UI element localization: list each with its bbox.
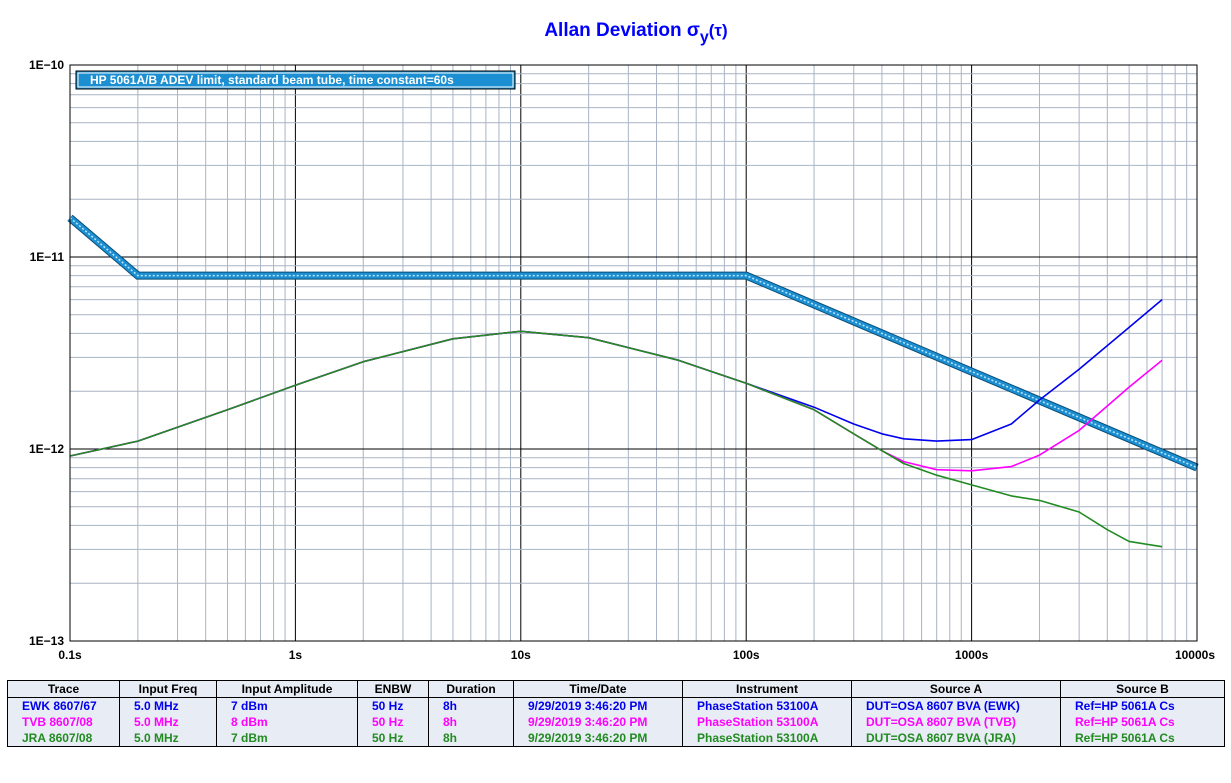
axis-tick-labels: 0.1s 1s 10s 100s 1000s 10000s 1E−10 1E−11 1E−12 1…: [29, 58, 1215, 662]
adev-chart: Allan Deviation σy(τ) 0.1s 1s 10s 100s 1000s…: [29, 20, 1215, 662]
table-cell: 8h: [428, 714, 514, 730]
table-cell: PhaseStation 53100A: [682, 730, 852, 747]
table-cell: JRA 8607/08: [7, 730, 120, 747]
chart-title-sub: y: [700, 29, 709, 46]
x-tick-label: 1000s: [955, 648, 989, 662]
table-row: EWK 8607/67 5.0 MHz 7 dBm 50 Hz 8h 9/29/2019 …: [7, 697, 1225, 714]
grid: [70, 65, 1197, 641]
header-enbw: ENBW: [357, 680, 429, 698]
limit-line-hatch: [69, 217, 1198, 469]
table-cell: 8h: [428, 730, 514, 747]
y-tick-label: 1E−12: [29, 442, 64, 456]
series-lines: [67, 214, 1199, 548]
table-cell: Ref=HP 5061A Cs: [1060, 730, 1225, 747]
table-cell: Ref=HP 5061A Cs: [1060, 697, 1225, 714]
x-tick-label: 10000s: [1175, 648, 1215, 662]
table-cell: PhaseStation 53100A: [682, 714, 852, 730]
table-cell: 50 Hz: [357, 714, 429, 730]
table-cell: 9/29/2019 3:46:20 PM: [513, 714, 683, 730]
table-cell: 9/29/2019 3:46:20 PM: [513, 697, 683, 714]
table-cell: 7 dBm: [216, 697, 358, 714]
table-cell: DUT=OSA 8607 BVA (TVB): [851, 714, 1061, 730]
legend-label: HP 5061A/B ADEV limit, standard beam tub…: [90, 73, 454, 87]
trace-table: Trace Input Freq Input Amplitude ENBW Du…: [7, 680, 1225, 747]
table-cell: 50 Hz: [357, 730, 429, 747]
x-tick-label: 100s: [733, 648, 760, 662]
series-line-ewk: [69, 298, 1163, 457]
header-duration: Duration: [428, 680, 514, 698]
header-time-date: Time/Date: [513, 680, 683, 698]
table-cell: 5.0 MHz: [119, 714, 217, 730]
y-tick-label: 1E−11: [30, 250, 65, 264]
table-row: TVB 8607/08 5.0 MHz 8 dBm 50 Hz 8h 9/29/2019 …: [7, 714, 1225, 730]
table-cell: 5.0 MHz: [119, 730, 217, 747]
legend-box: HP 5061A/B ADEV limit, standard beam tub…: [75, 70, 516, 90]
table-cell: DUT=OSA 8607 BVA (JRA): [851, 730, 1061, 747]
chart-title-end: (τ): [709, 21, 728, 40]
table-cell: 5.0 MHz: [119, 697, 217, 714]
header-source-b: Source B: [1060, 680, 1225, 698]
x-tick-label: 1s: [289, 648, 303, 662]
x-tick-label: 0.1s: [58, 648, 82, 662]
x-tick-label: 10s: [511, 648, 531, 662]
table-row: JRA 8607/08 5.0 MHz 7 dBm 50 Hz 8h 9/29/2019 …: [7, 730, 1225, 747]
header-input-freq: Input Freq: [119, 680, 217, 698]
table-cell: TVB 8607/08: [7, 714, 120, 730]
table-cell: 8h: [428, 697, 514, 714]
y-tick-label: 1E−13: [29, 634, 64, 648]
y-tick-label: 1E−10: [29, 58, 64, 72]
table-cell: DUT=OSA 8607 BVA (EWK): [851, 697, 1061, 714]
chart-title-main: Allan Deviation σ: [544, 20, 700, 41]
plot-frame: [69, 64, 1198, 642]
table-cell: 9/29/2019 3:46:20 PM: [513, 730, 683, 747]
header-trace: Trace: [7, 680, 120, 698]
table-cell: PhaseStation 53100A: [682, 697, 852, 714]
header-input-amplitude: Input Amplitude: [216, 680, 358, 698]
chart-title: Allan Deviation σy(τ): [544, 20, 727, 46]
series-line-jra: [69, 330, 1163, 548]
table-cell: 50 Hz: [357, 697, 429, 714]
limit-line: [68, 215, 1199, 471]
header-source-a: Source A: [851, 680, 1061, 698]
header-instrument: Instrument: [682, 680, 852, 698]
table-cell: Ref=HP 5061A Cs: [1060, 714, 1225, 730]
table-cell: EWK 8607/67: [7, 697, 120, 714]
series-line-tvb: [69, 330, 1163, 472]
table-cell: 7 dBm: [216, 730, 358, 747]
limit-line-outline: [67, 214, 1199, 472]
table-cell: 8 dBm: [216, 714, 358, 730]
table-header-row: Trace Input Freq Input Amplitude ENBW Du…: [7, 680, 1225, 698]
